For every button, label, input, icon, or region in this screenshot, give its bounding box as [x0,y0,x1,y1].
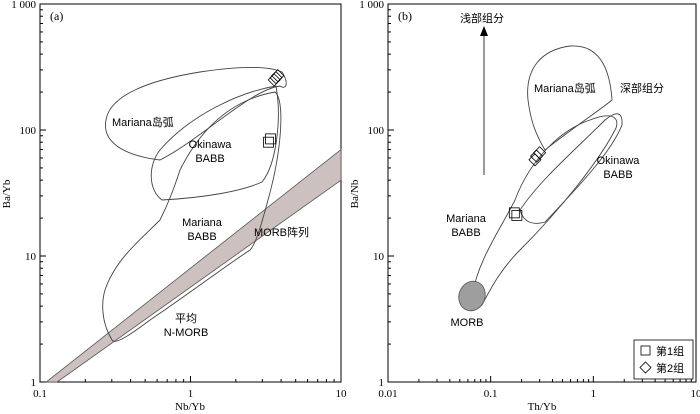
diamond-marker-icon [639,361,652,374]
panel-a: (a) 0.1 1 10 1 10 100 1 000 Nb/Yb Ba/Yb … [1,0,347,413]
y-tick-label: 1 [379,377,385,389]
panel-b-tick-labels: 0.01 0.1 1 10 1 10 100 1 000 [359,0,700,400]
panel-b-ticks [387,3,697,383]
morb-array-band [45,148,342,383]
y-axis-label: Ba/Nb [349,179,361,208]
mariana-arc-field [527,45,613,151]
x-tick-label: 0.01 [378,388,397,400]
field-label: Mariana [446,213,487,225]
x-tick-label: 10 [336,388,348,400]
x-tick-label: 1 [591,388,597,400]
group1-square-point [508,207,520,219]
x-tick-label: 0.1 [33,388,47,400]
mariana-babb-field [471,115,618,306]
mariana-babb-field [102,91,282,342]
panel-a-tag: (a) [50,9,63,23]
y-tick-label: 1 000 [11,0,36,11]
panel-b-points [508,146,547,221]
field-label: 平均 [175,312,197,325]
y-tick-label: 10 [25,251,37,263]
legend-box [633,339,694,380]
okinawa-babb-field [150,85,279,201]
field-label: Okinawa [189,139,233,151]
field-label: BABB [187,231,216,243]
field-label: Okinawa [597,155,641,167]
field-label: 浅部组分 [460,11,504,25]
field-label: MORB [451,317,484,329]
field-label: MORB阵列 [254,225,309,239]
x-axis-label: Th/Yb [528,401,557,413]
field-label: 深部组分 [620,81,664,95]
field-label: BABB [451,227,480,239]
panel-b-frame [387,3,697,383]
legend-label: 第2组 [656,361,684,375]
x-axis-label: Nb/Yb [175,401,205,413]
okinawa-babb-field [519,113,623,224]
group2-diamond-point [267,73,281,87]
legend-label: 第1组 [656,344,684,358]
y-tick-label: 10 [373,251,385,263]
y-tick-label: 100 [20,125,37,137]
group2-diamond-point [530,149,544,163]
square-marker-icon [640,345,651,356]
y-tick-label: 1 [31,377,37,389]
panel-a-tick-labels: 0.1 1 10 1 10 100 1 000 [11,0,347,400]
x-tick-label: 10 [691,388,700,400]
y-tick-label: 100 [368,125,385,137]
x-tick-label: 1 [188,388,194,400]
field-label: N-MORB [164,327,209,339]
group2-diamond-point [271,69,285,83]
field-label: Mariana [182,217,223,229]
group1-square-point [511,210,523,221]
field-label: BABB [603,169,632,181]
group1-square-point [263,136,274,148]
legend: 第1组 第2组 [633,339,694,380]
morb-field [458,280,486,312]
x-tick-label: 0.1 [484,388,498,400]
group2-diamond-point [528,153,542,167]
mariana-arc-field [105,67,287,161]
arrow-head-icon [480,26,488,36]
field-label: Mariana岛弧 [534,81,596,95]
group2-diamond-point [269,71,283,85]
y-axis-label: Ba/Yb [1,179,13,208]
panel-a-points [263,69,285,148]
group1-square-point [265,133,276,145]
field-label: Mariana岛弧 [112,115,174,129]
y-tick-label: 1 000 [359,0,384,11]
field-label: BABB [195,153,224,165]
panel-b: (b) 0.01 0.1 1 10 1 10 100 1 000 Th/Yb B… [349,0,700,413]
panel-b-tag: (b) [398,9,412,23]
panel-a-ticks [39,3,342,383]
